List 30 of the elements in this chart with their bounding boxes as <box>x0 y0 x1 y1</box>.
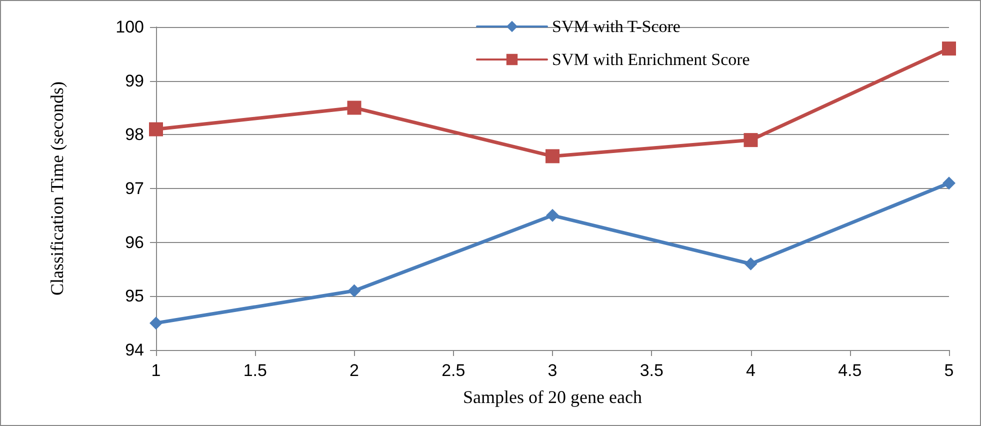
x-tick-label: 3 <box>548 361 558 380</box>
legend-label: SVM with Enrichment Score <box>552 50 750 69</box>
point <box>546 149 560 164</box>
y-tick-label: 98 <box>125 125 144 144</box>
y-tick-label: 96 <box>125 232 144 252</box>
point <box>150 316 162 330</box>
x-tick-label: 2.5 <box>442 361 466 380</box>
point <box>942 176 956 190</box>
y-tick-label: 95 <box>125 286 144 306</box>
y-tick-label: 94 <box>125 340 144 360</box>
legend-label: SVM with T-Score <box>552 17 680 36</box>
y-tick-label: 100 <box>116 18 144 36</box>
point <box>942 42 956 56</box>
point <box>546 208 559 222</box>
x-tick-label: 4 <box>746 361 756 380</box>
x-tick-label: 2 <box>350 361 359 380</box>
y-axis-title: Classification Time (seconds) <box>47 82 67 296</box>
x-tick-label: 3.5 <box>640 361 664 380</box>
y-tick-label: 97 <box>125 179 144 198</box>
point <box>744 257 758 270</box>
point <box>348 284 361 298</box>
x-tick-label: 5 <box>944 361 954 380</box>
point <box>347 100 362 115</box>
point <box>149 122 163 136</box>
x-tick-label: 1.5 <box>243 361 267 380</box>
point <box>744 133 758 148</box>
y-tick-label: 99 <box>125 71 144 90</box>
x-tick-label: 4.5 <box>838 361 862 380</box>
x-tick-label: 1 <box>151 361 161 380</box>
x-axis-title: Samples of 20 gene each <box>463 387 642 407</box>
